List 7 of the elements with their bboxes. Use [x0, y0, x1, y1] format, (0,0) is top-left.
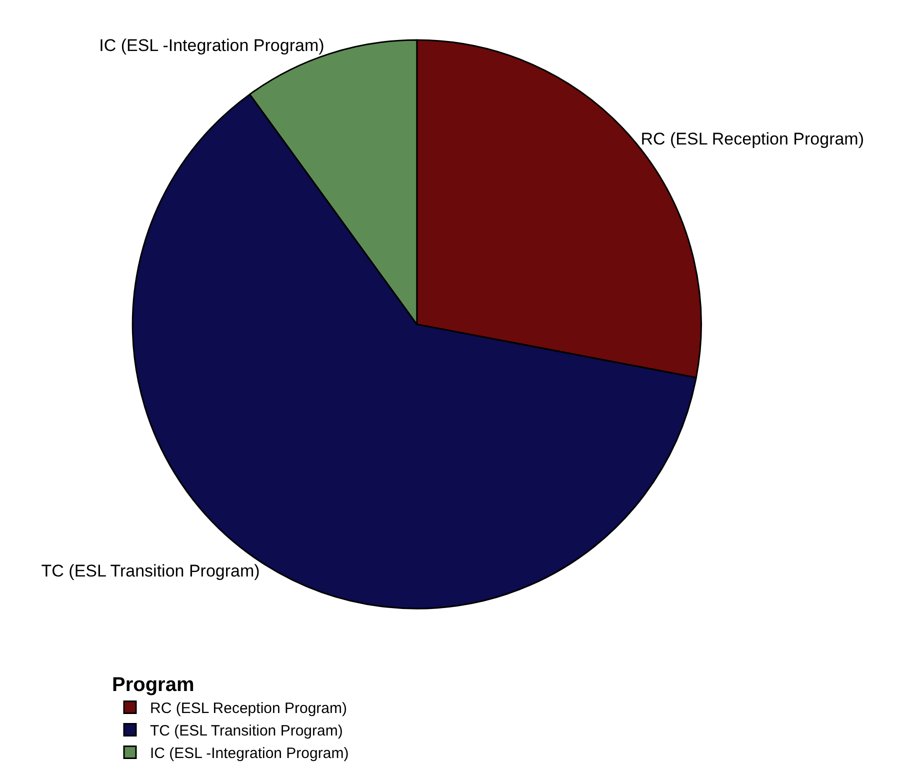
slice-label: IC (ESL -Integration Program)	[99, 36, 324, 55]
slice-label: TC (ESL Transition Program)	[41, 562, 260, 581]
legend-label: IC (ESL -Integration Program)	[150, 745, 349, 762]
legend-label: RC (ESL Reception Program)	[150, 700, 348, 718]
legend-title: Program	[112, 674, 194, 696]
slice-label: RC (ESL Reception Program)	[640, 130, 864, 149]
legend-label: TC (ESL Transition Program)	[150, 722, 343, 740]
